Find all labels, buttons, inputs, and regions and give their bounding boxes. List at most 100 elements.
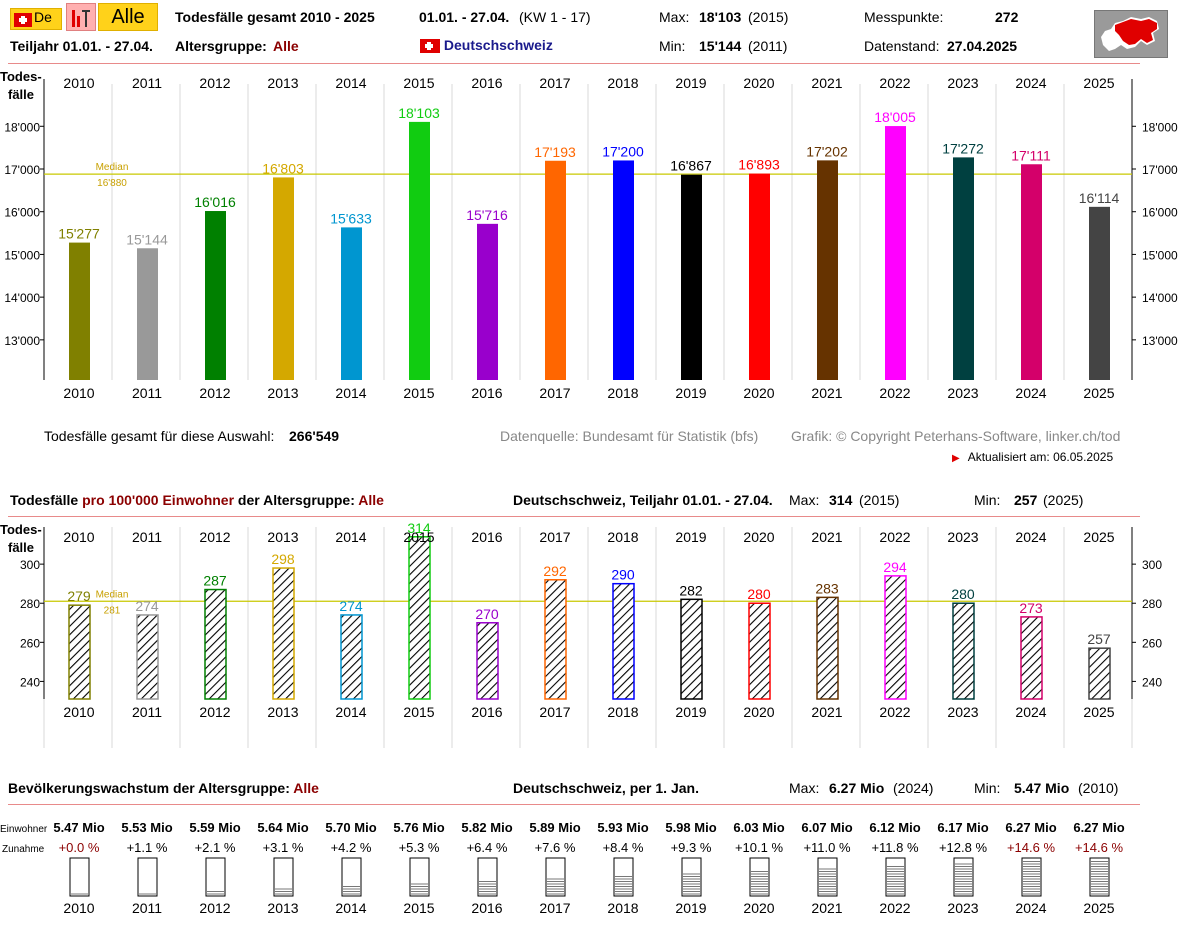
teiljahr: Teiljahr 01.01. - 27.04. [10,38,153,54]
bar-value-label: 17'200 [602,143,644,159]
bar-value-label: 15'277 [58,226,100,242]
bar-value-label: 16'803 [262,160,304,176]
growth-label: +2.1 % [195,840,236,855]
x-tick-label: 2016 [471,75,502,91]
bar [612,582,635,700]
population-label: 5.98 Mio [665,820,716,835]
chart3-min-year: (2010) [1078,780,1119,796]
y-tick-label: 17'000 [4,163,40,177]
divider [8,516,1140,517]
x-tick-label: 2023 [947,900,978,916]
divider [8,804,1140,805]
x-tick-label: 2025 [1083,900,1114,916]
x-tick-label: 2012 [199,75,230,91]
bar-value-label: 274 [135,598,159,614]
x-tick-label: 2013 [267,900,298,916]
chart3-max-year: (2024) [893,780,934,796]
bar-chart-icon [72,10,90,27]
x-tick-label: 2014 [335,900,366,916]
population-label: 5.64 Mio [257,820,308,835]
x-tick-label: 2021 [811,704,842,720]
x-tick-label: 2021 [811,75,842,91]
age-group-button[interactable]: Alle [98,3,158,31]
x-tick-label: 2010 [63,385,94,401]
x-tick-label: 2018 [607,75,638,91]
x-tick-label: 2016 [471,385,502,401]
bar [340,614,363,700]
growth-label: +14.6 % [1007,840,1056,855]
chart2-title: Todesfälle pro 100'000 Einwohner der Alt… [10,492,384,508]
x-tick-label: 2025 [1083,704,1114,720]
bar [273,177,294,380]
x-tick-label: 2010 [63,900,94,916]
switzerland-map[interactable] [1094,10,1168,58]
bar-value-label: 18'005 [874,109,916,125]
x-tick-label: 2024 [1015,75,1046,91]
bar [1088,647,1111,700]
chart2-subtitle: Deutschschweiz, Teiljahr 01.01. - 27.04. [513,492,773,508]
x-tick-label: 2012 [199,385,230,401]
x-tick-label: 2019 [675,704,706,720]
updated-link[interactable]: ▶ Aktualisiert am: 06.05.2025 [952,450,1113,464]
bar-value-label: 279 [67,588,91,604]
bar [68,604,91,700]
y-tick-label: 15'000 [1142,248,1178,262]
bar-value-label: 270 [475,606,499,622]
x-tick-label: 2014 [335,704,366,720]
population-label: 5.82 Mio [461,820,512,835]
bar-value-label: 283 [815,580,839,596]
bar [204,588,227,700]
growth-label: +9.3 % [671,840,712,855]
population-label: 5.59 Mio [189,820,240,835]
x-tick-label: 2017 [539,704,570,720]
bar [816,596,839,700]
x-tick-label: 2018 [607,900,638,916]
switzerland-map-icon [1101,17,1159,51]
bar [1020,616,1043,700]
altersgruppe-label: Altersgruppe: [175,38,267,54]
x-tick-label: 2016 [471,704,502,720]
bar [408,536,431,700]
x-tick-label: 2010 [63,529,94,545]
x-tick-label: 2015 [403,529,434,545]
chart2-max-year: (2015) [859,492,900,508]
y-tick-label: 18'000 [1142,120,1178,134]
x-tick-label: 2011 [132,900,162,916]
deaths-chart: 13'000 13'000 14'000 14'000 15'000 15'000 16'0… [0,69,1178,401]
growth-label: +14.6 % [1075,840,1124,855]
growth-box [69,857,90,897]
x-tick-label: 2025 [1083,385,1114,401]
x-tick-label: 2022 [879,385,910,401]
language-button[interactable]: De [10,8,62,30]
chart3-min-value: 5.47 Mio [1014,780,1070,796]
chart2-min-value: 257 [1014,492,1038,508]
copyright-link[interactable]: Grafik: © Copyright Peterhans-Software, … [791,428,1121,444]
messpunkte-label: Messpunkte: [864,9,944,25]
x-tick-label: 2023 [947,529,978,545]
x-tick-label: 2023 [947,704,978,720]
x-tick-label: 2016 [471,529,502,545]
bar [272,567,295,700]
x-tick-label: 2014 [335,75,366,91]
x-tick-label: 2020 [743,385,774,401]
bar-value-label: 290 [611,567,635,583]
chart2-max-value: 314 [829,492,853,508]
x-tick-label: 2012 [199,900,230,916]
chart2-min-label: Min: [974,492,1001,508]
chart2-title-part3: der Altersgruppe: [237,492,355,508]
region-link[interactable]: Deutschschweiz [420,37,553,54]
y-tick-label: 16'000 [1142,206,1178,220]
bar-value-label: 314 [407,520,431,536]
chart2-title-part1: Todesfälle [10,492,79,508]
bar-value-label: 17'111 [1011,147,1051,163]
min-value: 15'144 [699,38,742,54]
x-tick-label: 2021 [811,529,842,545]
bar-value-label: 298 [271,551,295,567]
max-value: 18'103 [699,9,742,25]
bar-value-label: 15'716 [466,207,508,223]
x-tick-label: 2011 [132,385,162,401]
x-tick-label: 2011 [132,529,162,545]
bar [69,242,90,380]
chart-type-button[interactable] [66,3,96,31]
deaths-per-100k-chart: 240 240 260 260 280 280 300 300 Todes-fälle Media… [0,520,1162,748]
